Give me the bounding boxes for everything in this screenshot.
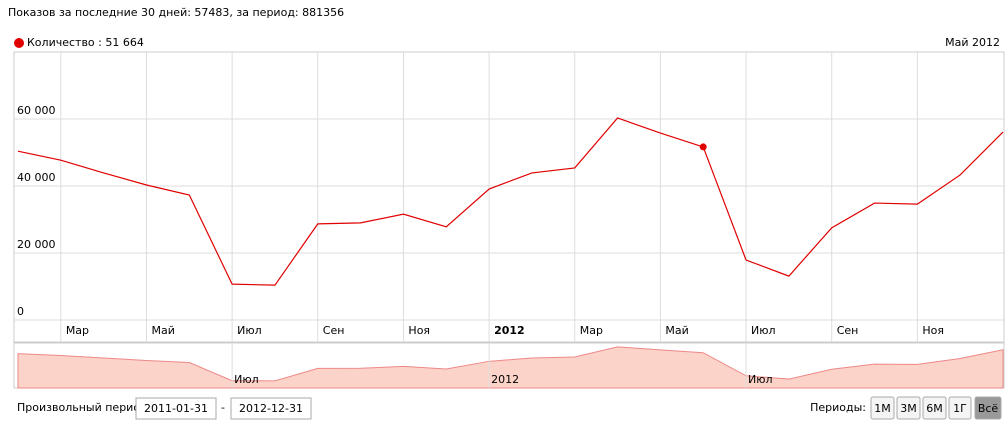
y-tick-label: 0 (17, 305, 24, 318)
date-input[interactable] (135, 397, 217, 420)
x-tick-label: Май (665, 324, 688, 337)
legend-part: : (95, 36, 106, 49)
date-from: 2011-01-31 (144, 402, 208, 415)
x-tick-label: Май (151, 324, 174, 337)
period-button[interactable] (948, 396, 972, 420)
line-series (17, 117, 1004, 286)
legend-marker (14, 38, 24, 48)
x-tick-label: Мар (66, 324, 89, 337)
navigator-area (17, 346, 1004, 389)
date-input[interactable] (230, 397, 312, 420)
navigator-label: Июл (748, 373, 773, 386)
period-button-label[interactable]: 3М (900, 402, 917, 415)
legend-date: Май 2012 (945, 36, 1000, 49)
legend-part: 51 664 (105, 36, 144, 49)
x-tick-label: 2012 (494, 324, 525, 337)
period-button[interactable] (974, 396, 1002, 420)
navigator-label: Июл (234, 373, 259, 386)
period-button-label[interactable]: Всё (978, 402, 999, 415)
date-to: 2012-12-31 (239, 402, 303, 415)
highlight-point (699, 143, 707, 151)
y-tick-label: 40 000 (17, 171, 56, 184)
period-button-label[interactable]: 1М (874, 402, 891, 415)
x-tick-label: Мар (580, 324, 603, 337)
period-button[interactable] (896, 396, 921, 420)
x-tick-label: Июл (751, 324, 776, 337)
x-tick-label: Ноя (922, 324, 944, 337)
period-button[interactable] (922, 396, 947, 420)
period-label: Произвольный период: (17, 401, 151, 414)
x-tick-label: Сен (323, 324, 345, 337)
y-tick-label: 60 000 (17, 104, 56, 117)
legend-part: Количество (27, 36, 95, 49)
navigator-label: 2012 (491, 373, 519, 386)
date-dash: - (221, 401, 225, 414)
y-tick-label: 20 000 (17, 238, 56, 251)
period-button-label[interactable]: 1Г (953, 402, 967, 415)
legend-text: Количество : 51 664 (27, 36, 144, 49)
x-tick-label: Ноя (408, 324, 430, 337)
period-button-label[interactable]: 6М (926, 402, 943, 415)
period-button[interactable] (870, 396, 895, 420)
header: Показов за последние 30 дней: 57483, за … (8, 6, 344, 19)
x-tick-label: Июл (237, 324, 262, 337)
x-tick-label: Сен (837, 324, 859, 337)
periods-label: Периоды: (810, 401, 866, 414)
